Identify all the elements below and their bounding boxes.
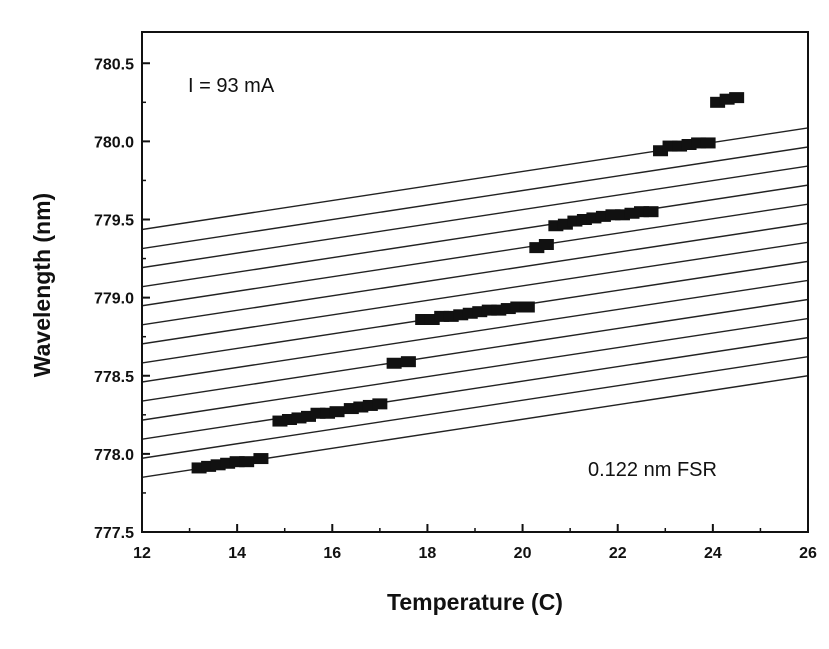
- mode-line: [142, 146, 808, 250]
- axis-ticks: [141, 62, 809, 533]
- y-tick-label: 777.5: [94, 525, 134, 542]
- fsr-annotation: 0.122 nm FSR: [588, 459, 717, 481]
- data-point: [576, 214, 592, 225]
- x-tick-label: 26: [799, 545, 817, 562]
- data-point: [519, 301, 535, 313]
- data-point: [595, 210, 611, 222]
- data-point: [538, 239, 554, 250]
- data-point: [614, 209, 630, 221]
- mode-line: [142, 203, 808, 307]
- mode-line: [142, 184, 808, 288]
- data-point: [220, 457, 236, 469]
- data-point: [567, 215, 583, 227]
- data-point: [310, 407, 326, 419]
- data-point: [281, 414, 297, 425]
- data-point: [691, 137, 707, 149]
- data-point: [605, 209, 621, 221]
- data-point: [719, 93, 735, 105]
- data-point: [400, 356, 416, 368]
- data-point: [229, 456, 245, 468]
- mode-lines: [142, 127, 808, 479]
- x-tick-label: 16: [323, 545, 341, 562]
- data-point: [210, 459, 226, 471]
- data-point: [253, 453, 269, 465]
- data-point: [662, 140, 678, 152]
- data-point: [453, 309, 469, 321]
- data-point: [729, 92, 745, 104]
- data-point: [643, 206, 659, 218]
- mode-line: [142, 355, 808, 459]
- data-point: [462, 307, 478, 319]
- data-point: [415, 314, 431, 325]
- y-tick-label: 779.5: [94, 213, 134, 230]
- data-point: [424, 314, 440, 325]
- data-point: [291, 412, 307, 424]
- mode-line: [142, 241, 808, 345]
- data-point: [191, 462, 207, 474]
- data-point: [510, 301, 526, 313]
- x-axis-title: Temperature (C): [387, 589, 563, 615]
- y-tick-label: 779.0: [94, 291, 134, 308]
- data-point: [681, 139, 697, 150]
- mode-line: [142, 165, 808, 269]
- data-point: [329, 406, 345, 418]
- x-tick-label: 24: [704, 545, 722, 562]
- data-point: [548, 220, 564, 232]
- data-point: [500, 303, 516, 315]
- x-tick-label: 12: [133, 545, 151, 562]
- data-point: [529, 242, 545, 254]
- x-tick-label: 14: [228, 545, 246, 562]
- data-point: [239, 456, 255, 468]
- data-point: [362, 399, 378, 411]
- data-point: [343, 403, 359, 415]
- x-tick-label: 20: [514, 545, 532, 562]
- x-tick-label: 18: [419, 545, 437, 562]
- data-point: [700, 137, 716, 149]
- data-point: [653, 145, 669, 157]
- y-tick-label: 780.5: [94, 56, 134, 73]
- data-point: [320, 407, 336, 419]
- y-tick-label: 778.5: [94, 369, 134, 386]
- data-point: [481, 304, 497, 316]
- data-point: [372, 398, 388, 410]
- data-point: [386, 357, 402, 369]
- data-point: [672, 140, 688, 152]
- mode-line: [142, 317, 808, 421]
- data-point: [272, 415, 288, 427]
- data-point: [443, 310, 459, 322]
- data-point: [710, 96, 726, 108]
- data-point: [353, 401, 369, 413]
- mode-line: [142, 222, 808, 326]
- data-point: [201, 460, 217, 472]
- data-point: [472, 306, 488, 318]
- data-point: [301, 410, 316, 422]
- mode-line: [142, 279, 808, 383]
- y-tick-labels: 777.5 778.0 778.5 779.0 779.5 780.0 780.5: [94, 56, 134, 542]
- y-tick-label: 780.0: [94, 134, 134, 151]
- x-tick-label: 22: [609, 545, 627, 562]
- data-point: [491, 304, 507, 316]
- data-point: [557, 218, 573, 230]
- x-tick-labels: 12 14 16 18 20 22 24 26: [133, 545, 817, 562]
- data-point: [624, 207, 640, 219]
- current-annotation: I = 93 mA: [188, 75, 275, 97]
- data-point: [634, 206, 649, 218]
- mode-line: [142, 336, 808, 440]
- y-tick-label: 778.0: [94, 447, 134, 464]
- mode-line: [142, 298, 808, 402]
- y-axis-title: Wavelength (nm): [29, 193, 55, 377]
- data-points: [191, 92, 745, 474]
- data-point: [586, 212, 602, 224]
- data-point: [434, 310, 450, 322]
